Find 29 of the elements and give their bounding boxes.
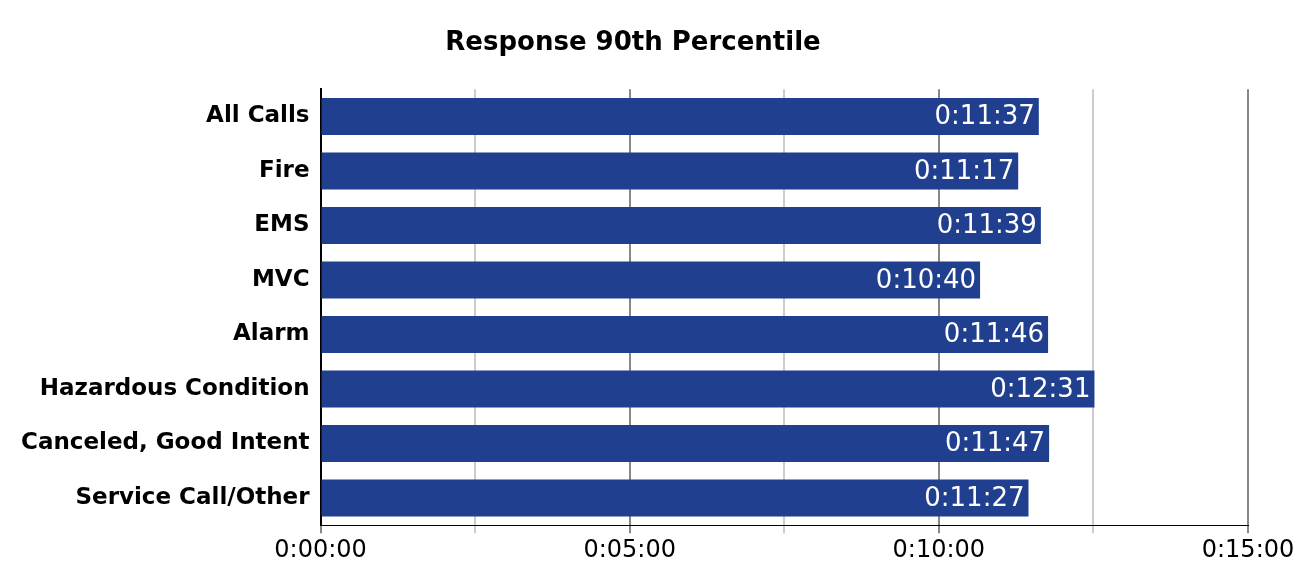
data-label: 0:11:17 [913,154,1015,185]
x-tick-label: 0:15:00 [1201,534,1295,563]
y-tick-label: Service Call/Other [75,482,311,509]
data-label: 0:11:47 [944,427,1046,458]
bar [321,261,981,299]
y-tick-label: EMS [254,210,310,237]
chart-title: Response 90th Percentile [445,26,821,57]
data-label: 0:10:40 [875,263,977,294]
y-tick-label: Alarm [233,319,310,346]
y-tick-label: Canceled, Good Intent [21,428,310,455]
bar [321,206,1041,244]
y-tick-label: Hazardous Condition [39,373,310,400]
y-tick-label: Fire [259,155,310,182]
x-tick-label: 0:10:00 [892,534,986,563]
bar [321,370,1095,408]
bar [321,479,1029,517]
y-tick-label: MVC [251,264,310,291]
bar [321,315,1049,353]
bar [321,424,1050,462]
bar [321,152,1019,190]
x-tick-label: 0:00:00 [274,534,367,563]
bar [321,97,1039,135]
data-label: 0:11:27 [924,481,1025,512]
data-label: 0:11:46 [943,318,1045,349]
x-tick-label: 0:05:00 [583,534,676,563]
y-tick-label: All Calls [206,101,310,128]
data-label: 0:11:37 [934,100,1035,131]
data-label: 0:11:39 [936,209,1037,240]
data-label: 0:12:31 [990,372,1091,403]
